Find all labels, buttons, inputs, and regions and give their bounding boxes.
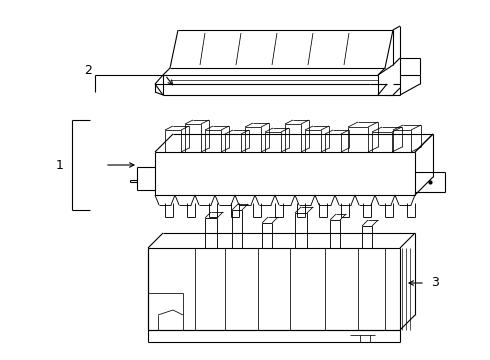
Text: 3: 3 (431, 276, 439, 289)
Text: 2: 2 (84, 63, 92, 77)
Text: 1: 1 (56, 158, 64, 171)
